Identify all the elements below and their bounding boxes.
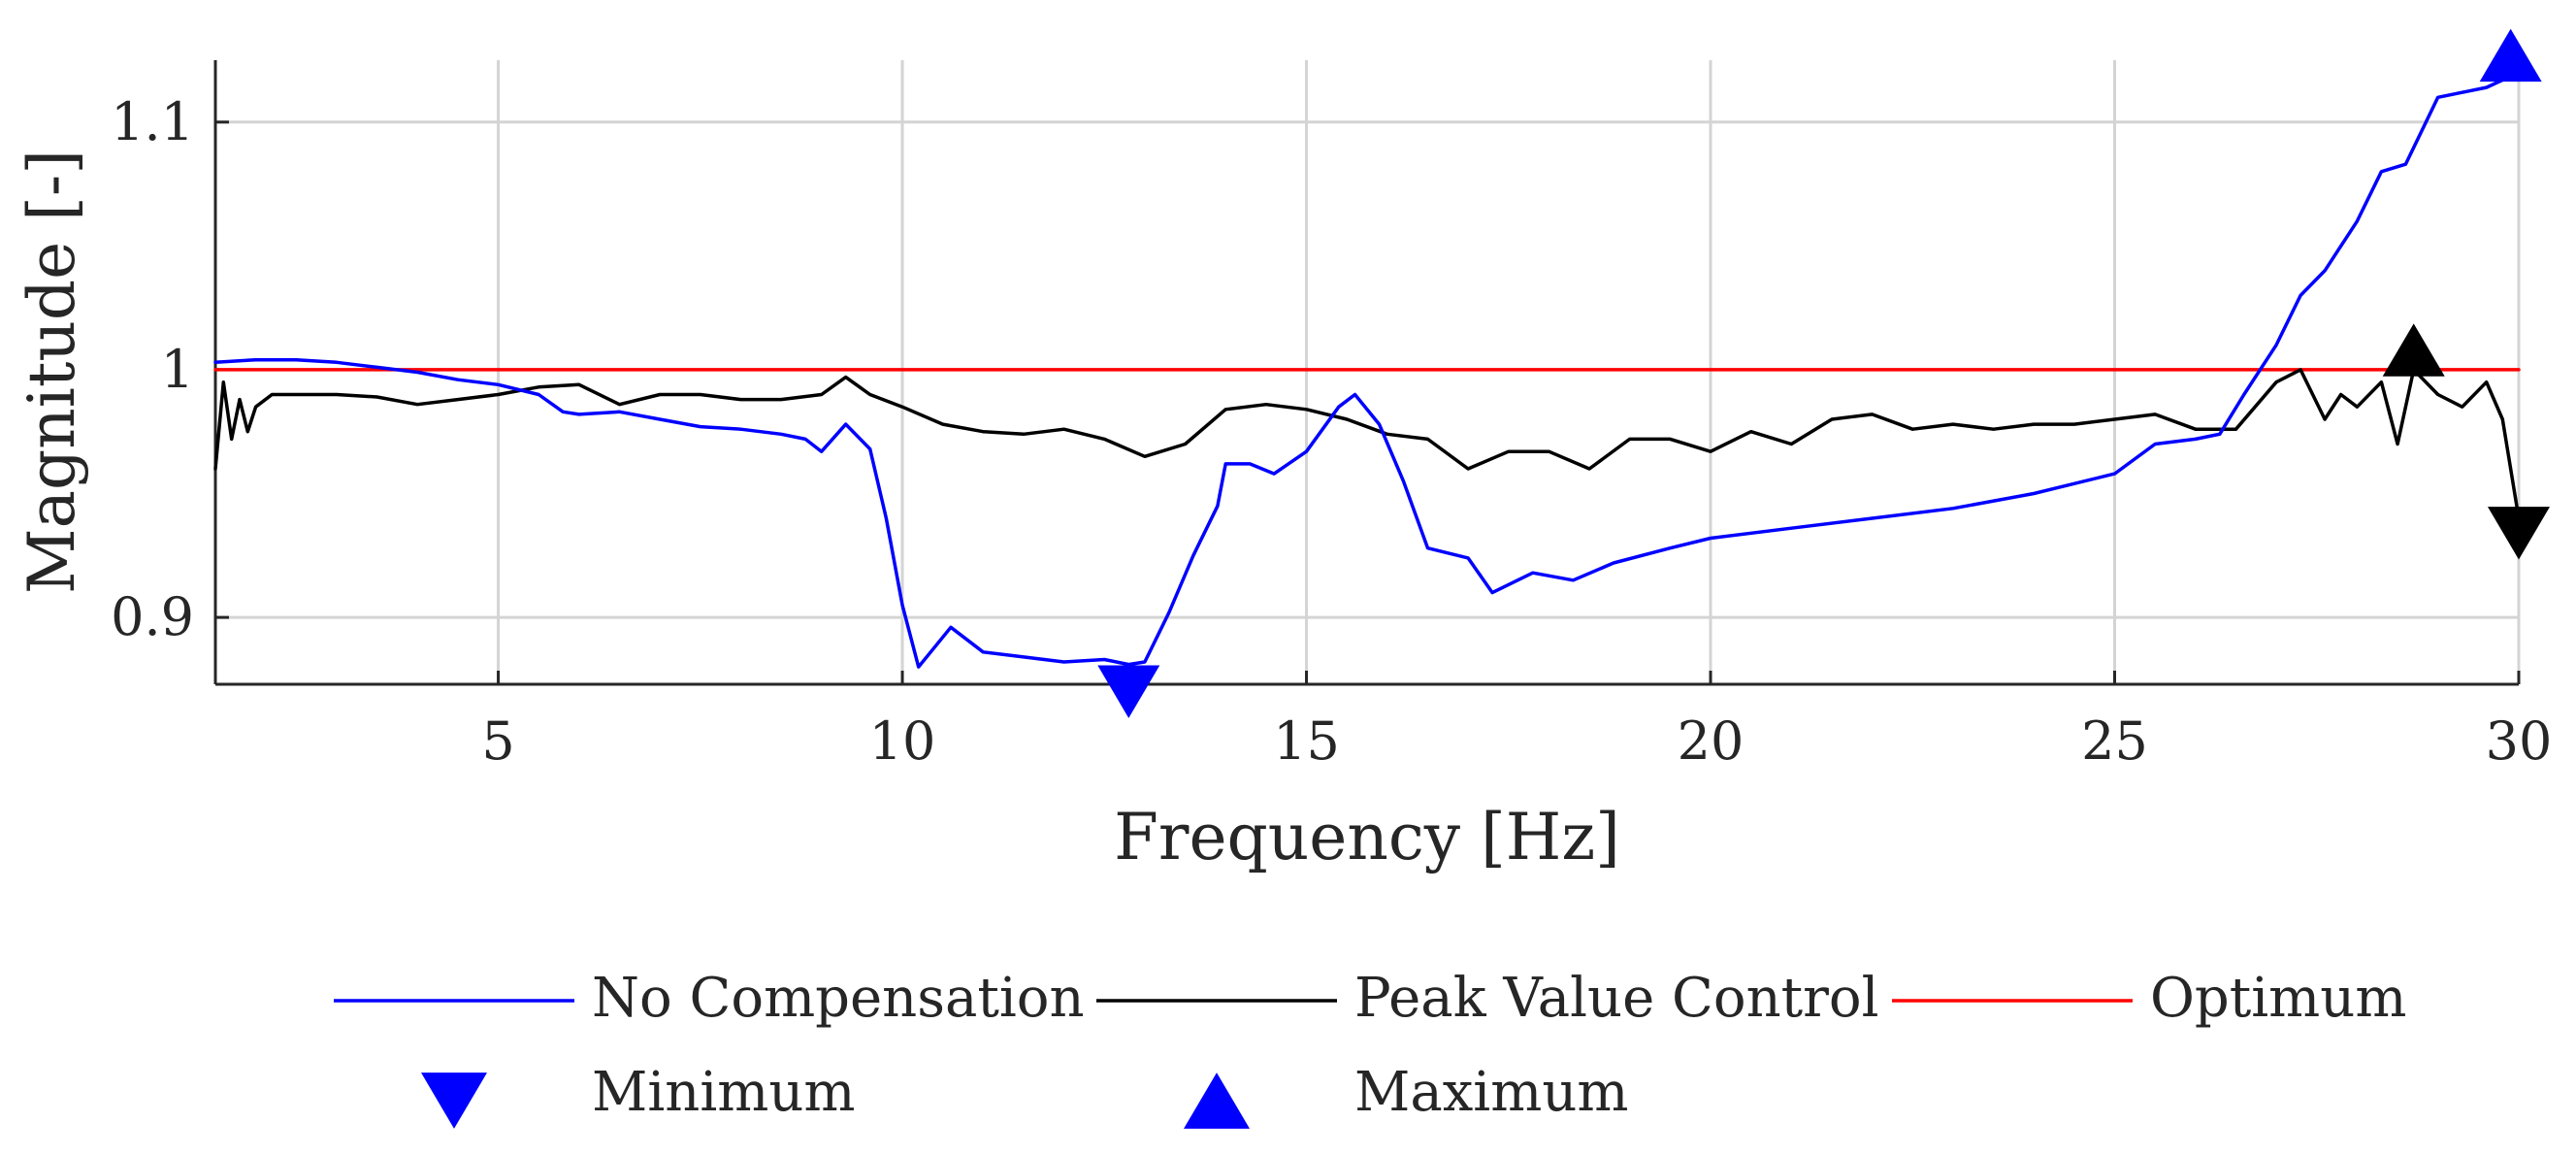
x-tick-label: 30: [2486, 710, 2553, 772]
series-line-no-compensation: [213, 71, 2521, 669]
maximum-marker: [2382, 323, 2445, 377]
y-tick-label: 1: [161, 339, 194, 400]
legend-label: Minimum: [592, 1061, 856, 1124]
x-axis-label: Frequency [Hz]: [1114, 800, 1620, 874]
legend-label: Peak Value Control: [1354, 967, 1879, 1030]
x-tick-label: 5: [481, 710, 514, 772]
x-tick-label: 10: [869, 710, 936, 772]
legend-swatch: [1184, 1072, 1250, 1129]
legend-label: Optimum: [2150, 967, 2406, 1030]
axes: [213, 60, 2519, 686]
grid: [215, 60, 2521, 684]
tick-labels: 5 10 15 20 25 30 0.9 1 1.1: [111, 91, 2552, 772]
x-tick-label: 25: [2081, 710, 2148, 772]
minimum-marker: [1097, 665, 1160, 718]
x-tick-label: 20: [1678, 710, 1745, 772]
y-axis-label: Magnitude [-]: [15, 149, 89, 594]
legend-label: No Compensation: [592, 967, 1085, 1030]
y-tick-label: 1.1: [111, 91, 194, 152]
legend-label: Maximum: [1354, 1061, 1629, 1124]
markers: [1097, 28, 2550, 718]
legend: No Compensation Peak Value Control Optimum…: [334, 967, 2406, 1129]
legend-swatch: [421, 1072, 487, 1129]
x-tick-label: 15: [1273, 710, 1340, 772]
y-tick-label: 0.9: [111, 586, 194, 647]
maximum-marker: [2479, 28, 2542, 82]
series: [213, 71, 2521, 669]
series-line-peak-value-control: [213, 368, 2521, 520]
minimum-marker: [2488, 507, 2550, 560]
